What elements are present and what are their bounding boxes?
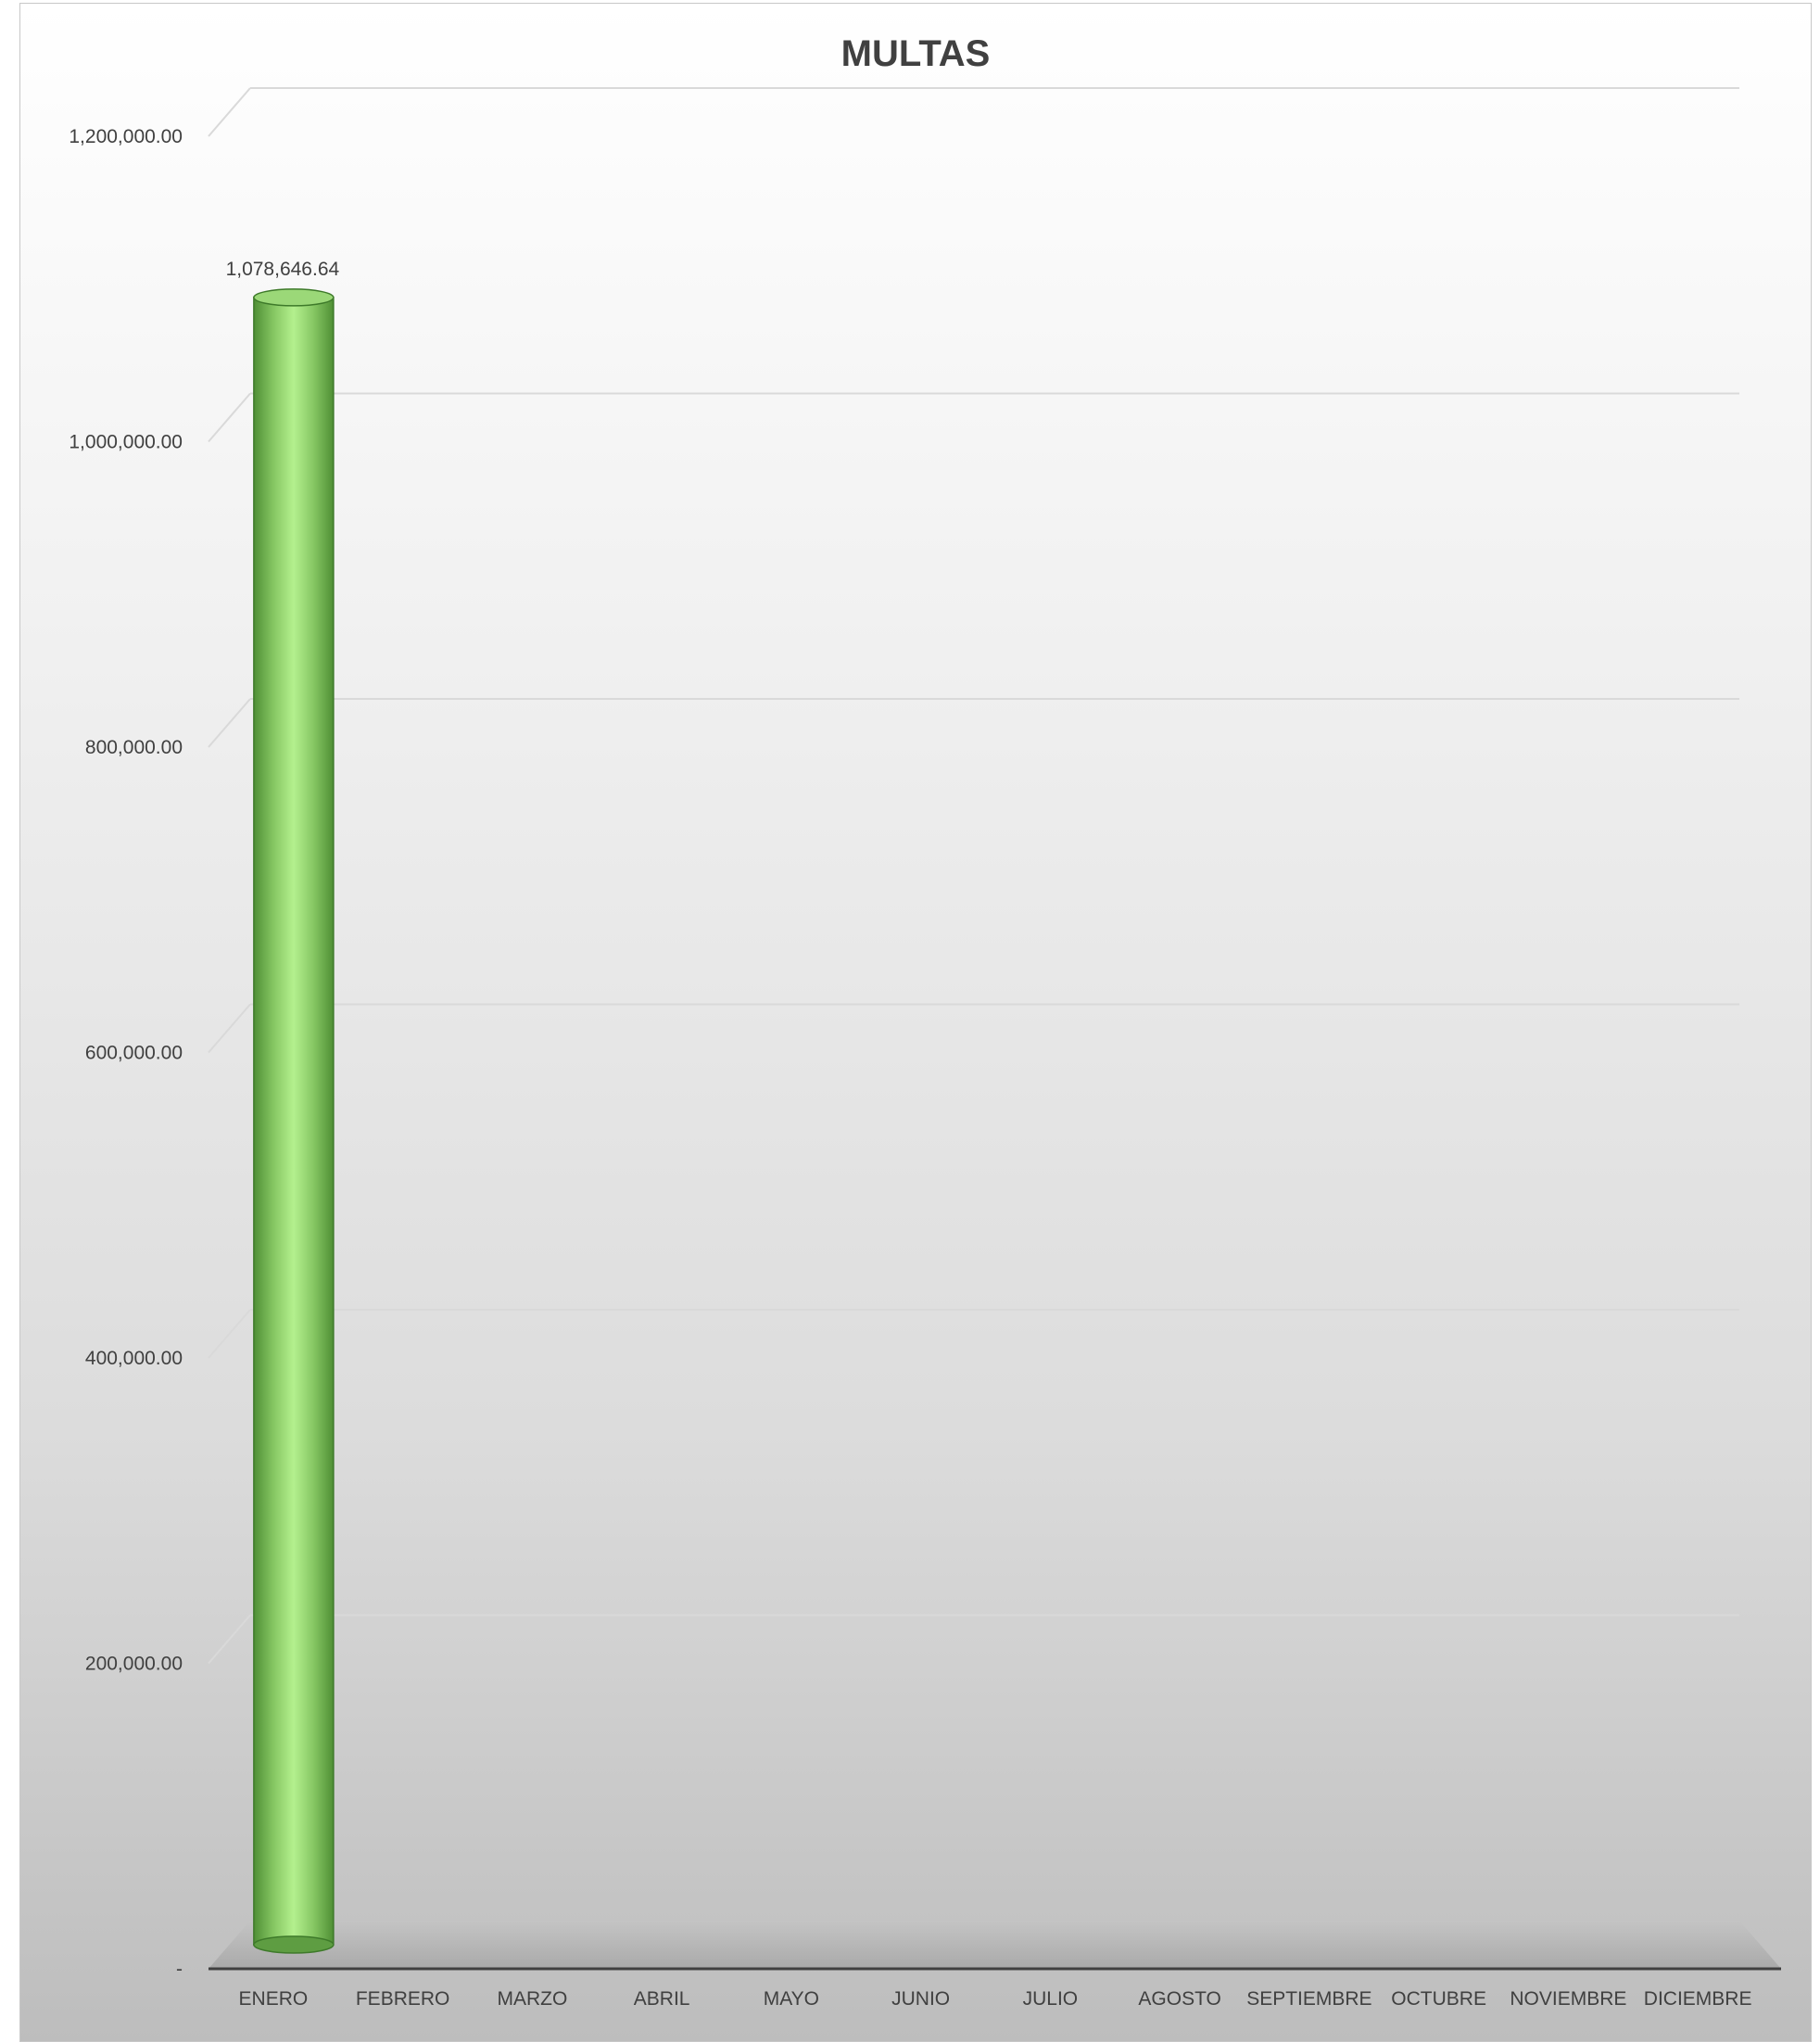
gridline-diagonal <box>208 1309 251 1359</box>
x-category-label: AGOSTO <box>1138 1988 1220 2010</box>
chart-svg: MULTAS - 200,000.00 400,000.00 600,000.00 80… <box>69 33 1781 2010</box>
x-category-label: ENERO <box>239 1988 309 2010</box>
x-category-label: OCTUBRE <box>1391 1988 1486 2010</box>
x-category-label: MAYO <box>764 1988 819 2010</box>
x-category-label: JUNIO <box>891 1988 950 2010</box>
y-axis-ticks: - 200,000.00 400,000.00 600,000.00 800,000.0… <box>69 126 183 1980</box>
x-category-label: FEBRERO <box>356 1988 450 2010</box>
bar <box>253 288 335 1954</box>
gridline-diagonal <box>208 1003 251 1054</box>
floor-plane <box>209 1921 1781 1969</box>
gridline-diagonal <box>208 698 251 748</box>
gridline-diagonal <box>208 392 251 443</box>
x-category-label: NOVIEMBRE <box>1510 1988 1626 2010</box>
bar-body <box>253 297 335 1946</box>
gridline-diagonal <box>208 1614 251 1665</box>
bar-top <box>253 288 335 307</box>
y-tick-label: 400,000.00 <box>85 1348 183 1369</box>
chart-title: MULTAS <box>841 33 991 74</box>
chart-area: MULTAS - 200,000.00 400,000.00 600,000.00 80… <box>19 3 1812 2042</box>
gridlines <box>208 87 1739 1665</box>
bars: 1,078,646.64 <box>226 259 340 1954</box>
x-category-label: ABRIL <box>634 1988 690 2010</box>
y-tick-label: 1,200,000.00 <box>69 126 183 147</box>
x-category-label: DICIEMBRE <box>1644 1988 1752 2010</box>
x-category-label: JULIO <box>1023 1988 1079 2010</box>
x-category-label: MARZO <box>497 1988 567 2010</box>
y-tick-label: 800,000.00 <box>85 737 183 758</box>
y-tick-label: - <box>176 1959 183 1980</box>
y-tick-label: 200,000.00 <box>85 1654 183 1675</box>
bar-bottom <box>253 1935 335 1954</box>
y-tick-label: 1,000,000.00 <box>69 432 183 453</box>
gridline-diagonal <box>208 87 251 137</box>
chart-floor <box>209 1921 1781 1971</box>
x-axis-categories: ENERO FEBRERO MARZO ABRIL MAYO JUNIO JULIO AGOS… <box>239 1988 1752 2010</box>
x-category-label: SEPTIEMBRE <box>1246 1988 1371 2010</box>
y-tick-label: 600,000.00 <box>85 1043 183 1064</box>
data-label: 1,078,646.64 <box>226 259 340 280</box>
